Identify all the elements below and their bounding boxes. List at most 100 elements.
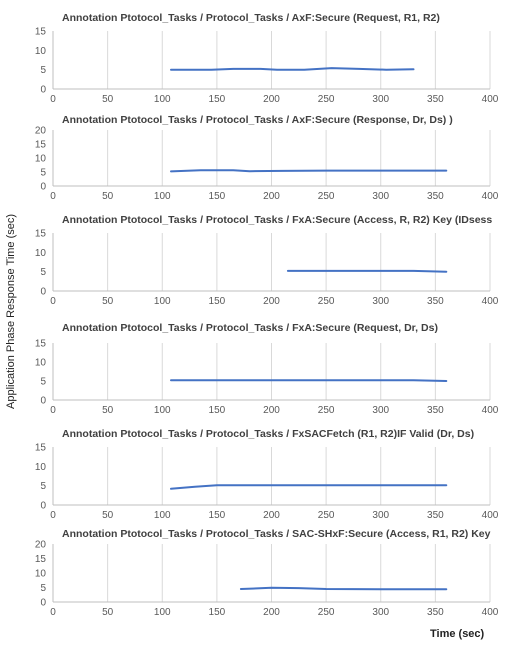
y-tick-label: 10: [35, 46, 47, 57]
y-tick-label: 5: [40, 168, 46, 179]
y-tick-label: 0: [40, 396, 46, 407]
y-tick-label: 15: [35, 554, 47, 565]
y-tick-label: 5: [40, 377, 46, 388]
series-line-1: [170, 169, 448, 173]
x-tick-label: 300: [372, 296, 389, 307]
x-tick-label: 100: [154, 94, 171, 105]
x-tick-label: 50: [102, 296, 114, 307]
x-tick-label: 50: [102, 607, 114, 618]
x-tick-label: 0: [50, 607, 56, 618]
y-tick-label: 0: [40, 501, 46, 512]
x-tick-label: 100: [154, 510, 171, 521]
x-tick-label: 150: [209, 296, 226, 307]
chart-panel-2: Annotation Ptotocol_Tasks / Protocol_Tas…: [35, 114, 499, 202]
x-tick-label: 0: [50, 510, 56, 521]
y-tick-label: 10: [35, 154, 47, 165]
series-line-1: [170, 484, 448, 490]
x-tick-label: 350: [427, 94, 444, 105]
y-tick-label: 15: [35, 140, 47, 151]
x-tick-label: 0: [50, 405, 56, 416]
x-tick-label: 50: [102, 405, 114, 416]
x-tick-label: 400: [482, 405, 499, 416]
y-tick-label: 15: [35, 339, 47, 350]
y-tick-label: 0: [40, 85, 46, 96]
chart-title: Annotation Ptotocol_Tasks / Protocol_Tas…: [62, 12, 440, 24]
chart-title: Annotation Ptotocol_Tasks / Protocol_Tas…: [62, 322, 438, 334]
x-tick-label: 150: [209, 405, 226, 416]
x-tick-label: 400: [482, 296, 499, 307]
y-tick-label: 15: [35, 27, 47, 38]
x-tick-label: 200: [263, 405, 280, 416]
series-line-1: [286, 269, 448, 273]
x-tick-label: 50: [102, 94, 114, 105]
x-tick-label: 250: [318, 296, 335, 307]
chart-title: Annotation Ptotocol_Tasks / Protocol_Tas…: [62, 528, 491, 540]
x-tick-label: 200: [263, 94, 280, 105]
x-tick-label: 250: [318, 607, 335, 618]
x-tick-label: 0: [50, 296, 56, 307]
x-tick-label: 100: [154, 296, 171, 307]
x-tick-label: 400: [482, 94, 499, 105]
y-tick-label: 10: [35, 569, 47, 580]
x-tick-label: 200: [263, 296, 280, 307]
x-tick-label: 0: [50, 191, 56, 202]
x-tick-label: 100: [154, 405, 171, 416]
x-tick-label: 150: [209, 191, 226, 202]
chart-title: Annotation Ptotocol_Tasks / Protocol_Tas…: [62, 428, 474, 440]
x-tick-label: 300: [372, 510, 389, 521]
x-tick-label: 250: [318, 94, 335, 105]
x-tick-label: 300: [372, 191, 389, 202]
x-tick-label: 350: [427, 607, 444, 618]
y-tick-label: 5: [40, 65, 46, 76]
y-tick-label: 5: [40, 583, 46, 594]
x-tick-label: 400: [482, 510, 499, 521]
x-tick-label: 0: [50, 94, 56, 105]
y-tick-label: 20: [35, 126, 47, 137]
x-tick-label: 100: [154, 607, 171, 618]
x-tick-label: 250: [318, 510, 335, 521]
y-tick-label: 20: [35, 540, 47, 551]
x-tick-label: 50: [102, 510, 114, 521]
x-tick-label: 400: [482, 607, 499, 618]
x-tick-label: 50: [102, 191, 114, 202]
chart-title: Annotation Ptotocol_Tasks / Protocol_Tas…: [62, 214, 492, 226]
y-tick-label: 5: [40, 481, 46, 492]
x-tick-label: 200: [263, 191, 280, 202]
chart-panel-3: Annotation Ptotocol_Tasks / Protocol_Tas…: [35, 214, 499, 307]
global-x-axis-label: Time (sec): [430, 628, 485, 640]
chart-panel-6: Annotation Ptotocol_Tasks / Protocol_Tas…: [35, 528, 499, 618]
y-tick-label: 15: [35, 443, 47, 454]
x-tick-label: 250: [318, 405, 335, 416]
x-tick-label: 100: [154, 191, 171, 202]
x-tick-label: 250: [318, 191, 335, 202]
series-line-1: [170, 379, 448, 382]
x-tick-label: 200: [263, 607, 280, 618]
x-tick-label: 300: [372, 405, 389, 416]
y-tick-label: 0: [40, 598, 46, 609]
series-line-1: [170, 67, 415, 71]
y-tick-label: 10: [35, 462, 47, 473]
x-tick-label: 300: [372, 94, 389, 105]
x-tick-label: 350: [427, 191, 444, 202]
y-tick-label: 0: [40, 182, 46, 193]
x-tick-label: 200: [263, 510, 280, 521]
y-tick-label: 5: [40, 267, 46, 278]
y-tick-label: 0: [40, 287, 46, 298]
x-tick-label: 150: [209, 510, 226, 521]
chart-panel-1: Annotation Ptotocol_Tasks / Protocol_Tas…: [35, 12, 499, 105]
x-tick-label: 400: [482, 191, 499, 202]
chart-title: Annotation Ptotocol_Tasks / Protocol_Tas…: [62, 114, 453, 126]
chart-panel-4: Annotation Ptotocol_Tasks / Protocol_Tas…: [35, 322, 499, 416]
x-tick-label: 150: [209, 607, 226, 618]
x-tick-label: 300: [372, 607, 389, 618]
x-tick-label: 350: [427, 510, 444, 521]
series-line-1: [239, 586, 448, 591]
y-tick-label: 10: [35, 358, 47, 369]
y-tick-label: 10: [35, 248, 47, 259]
x-tick-label: 150: [209, 94, 226, 105]
x-tick-label: 350: [427, 405, 444, 416]
x-tick-label: 350: [427, 296, 444, 307]
global-y-axis-label: Application Phase Response Time (sec): [5, 213, 17, 409]
chart-panel-5: Annotation Ptotocol_Tasks / Protocol_Tas…: [35, 428, 499, 521]
